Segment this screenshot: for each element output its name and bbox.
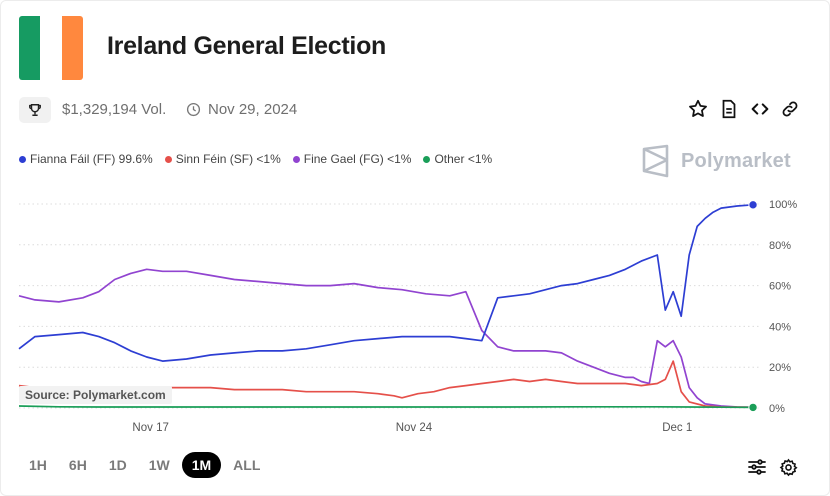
legend-dot bbox=[423, 155, 431, 163]
legend-label: Other <1% bbox=[434, 152, 493, 166]
range-button-1w[interactable]: 1W bbox=[148, 457, 170, 473]
clock-icon bbox=[186, 102, 201, 122]
series-line bbox=[18, 405, 754, 409]
volume-text: $1,329,194 Vol. bbox=[62, 101, 167, 118]
flag-stripe-green bbox=[19, 16, 41, 80]
legend-label: Sinn Féin (SF) <1% bbox=[175, 152, 281, 166]
y-tick-label: 60% bbox=[769, 281, 791, 293]
legend-item-fg[interactable]: Fine Gael (FG) <1% bbox=[292, 152, 412, 166]
legend-item-ff[interactable]: Fianna Fáil (FF) 99.6% bbox=[19, 152, 153, 166]
end-date-text: Nov 29, 2024 bbox=[208, 101, 298, 118]
price-chart[interactable]: 0% 20% 40% 60% 80% 100% Nov 17 Nov 24 Dec 1 bbox=[1, 191, 830, 441]
legend-label: Fianna Fáil (FF) 99.6% bbox=[30, 152, 153, 166]
series-end-point bbox=[748, 200, 758, 210]
range-button-1m[interactable]: 1M bbox=[181, 452, 222, 478]
source-label: Source: Polymarket.com bbox=[19, 386, 172, 404]
x-tick-label: Dec 1 bbox=[662, 422, 692, 434]
flag-stripe-orange bbox=[61, 16, 83, 80]
series-line bbox=[18, 268, 754, 409]
ireland-flag-icon bbox=[19, 16, 83, 80]
legend-dot bbox=[164, 155, 172, 163]
embed-icon[interactable] bbox=[749, 98, 771, 125]
page-title: Ireland General Election bbox=[107, 32, 387, 60]
polymarket-logo-icon bbox=[642, 144, 669, 178]
chart-legend: Fianna Fáil (FF) 99.6% Sinn Féin (SF) <1… bbox=[19, 152, 492, 166]
y-tick-label: 100% bbox=[769, 199, 797, 211]
y-tick-label: 80% bbox=[769, 240, 791, 252]
legend-item-other[interactable]: Other <1% bbox=[423, 152, 492, 166]
y-tick-label: 0% bbox=[769, 403, 785, 415]
y-tick-label: 40% bbox=[769, 321, 791, 333]
range-button-6h[interactable]: 6H bbox=[68, 457, 87, 473]
flag-stripe-white bbox=[40, 16, 62, 80]
x-tick-label: Nov 24 bbox=[396, 422, 433, 434]
range-button-1d[interactable]: 1D bbox=[108, 457, 127, 473]
range-button-1h[interactable]: 1H bbox=[29, 457, 47, 473]
brand-name: Polymarket bbox=[681, 149, 791, 172]
link-icon[interactable] bbox=[780, 98, 800, 125]
range-button-all[interactable]: ALL bbox=[233, 457, 261, 473]
x-tick-label: Nov 17 bbox=[132, 422, 168, 434]
legend-dot bbox=[292, 155, 300, 163]
gear-icon[interactable] bbox=[779, 458, 798, 482]
y-tick-label: 20% bbox=[769, 362, 791, 374]
legend-item-sf[interactable]: Sinn Féin (SF) <1% bbox=[164, 152, 281, 166]
series-end-point bbox=[748, 402, 758, 413]
legend-label: Fine Gael (FG) <1% bbox=[303, 152, 412, 166]
series-line bbox=[18, 203, 754, 362]
sliders-icon[interactable] bbox=[747, 458, 767, 481]
legend-dot bbox=[19, 155, 26, 163]
document-icon[interactable] bbox=[719, 98, 739, 125]
time-range-selector: 1H 6H 1D 1W 1M ALL bbox=[19, 452, 270, 478]
trophy-icon[interactable] bbox=[19, 97, 51, 123]
star-icon[interactable] bbox=[687, 98, 709, 125]
polymarket-watermark: Polymarket bbox=[641, 144, 791, 178]
